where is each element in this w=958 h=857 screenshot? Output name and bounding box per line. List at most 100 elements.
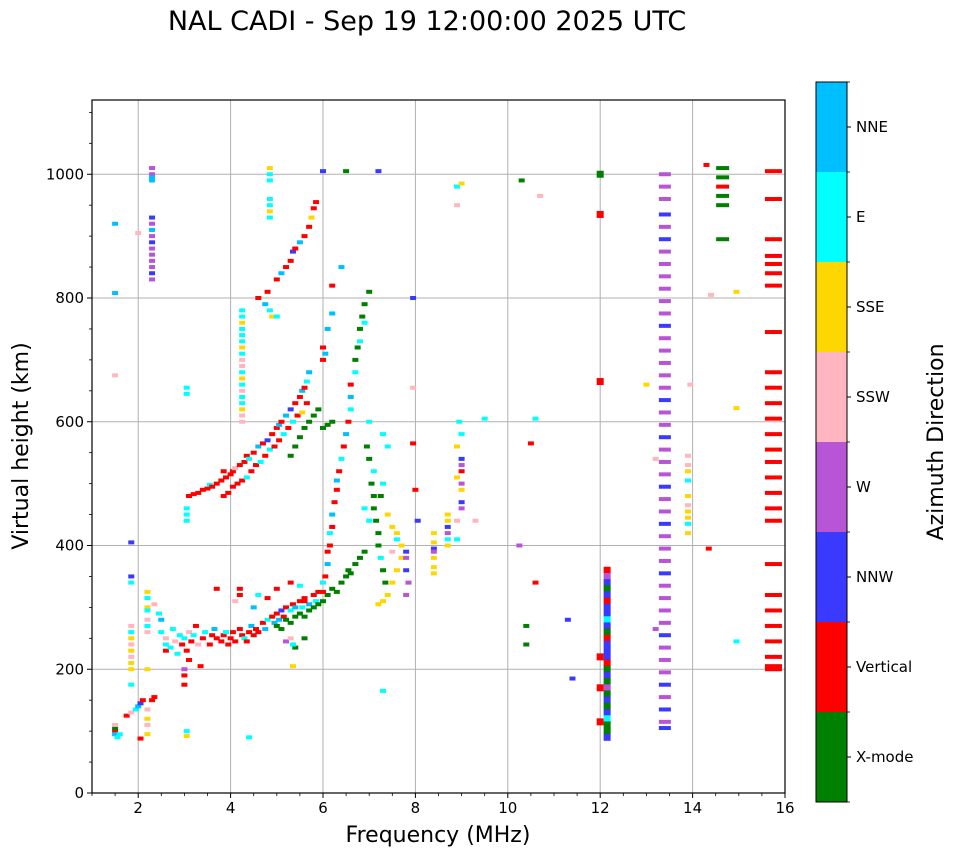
echo-point-x-mode (283, 617, 290, 622)
echo-point-vertical (340, 444, 347, 449)
echo-point-ssw (239, 388, 246, 393)
echo-point-w (458, 506, 465, 511)
echo-point-ssw (135, 231, 142, 236)
echo-point-nnw (287, 407, 294, 412)
echo-point-vertical (183, 648, 190, 653)
echo-point-w (658, 311, 671, 316)
echo-point-vertical (320, 357, 326, 362)
echo-point-vertical (283, 265, 290, 270)
echo-point-vertical (716, 184, 730, 189)
echo-point-x-mode (716, 175, 730, 180)
echo-point-w (444, 531, 451, 536)
echo-point-x-mode (352, 562, 359, 567)
echo-point-vertical (220, 494, 227, 498)
echo-point-vertical (278, 419, 285, 424)
echo-point-ssw (389, 549, 396, 554)
echo-point-e (183, 385, 190, 390)
echo-point-vertical (303, 401, 310, 406)
echo-point-vertical (222, 475, 229, 480)
echo-point-vertical (220, 469, 227, 474)
echo-point-e (239, 395, 246, 399)
echo-point-e (287, 608, 294, 613)
echo-point-vertical (764, 416, 782, 421)
echo-point-x-mode (375, 531, 382, 536)
echo-point-nnw (444, 524, 451, 529)
echo-point-x-mode (361, 549, 368, 554)
echo-point-e (183, 729, 190, 734)
echo-point-vertical (322, 574, 329, 579)
x-tick-label: 6 (318, 799, 328, 817)
echo-point-nne (329, 512, 336, 517)
echo-point-x-mode (338, 580, 345, 585)
echo-point-vertical (301, 385, 308, 390)
echo-point-vertical (209, 633, 216, 638)
echo-point-nnw (430, 546, 437, 551)
echo-point-sse (239, 376, 246, 381)
echo-point-e (246, 735, 253, 740)
echo-point-vertical (239, 633, 246, 638)
echo-point-sse (144, 589, 151, 594)
echo-point-e (366, 518, 373, 523)
echo-point-w (652, 627, 659, 632)
colorbar-label-nne: NNE (856, 118, 888, 136)
echo-point-sse (393, 568, 400, 573)
echo-point-vertical (255, 630, 262, 635)
echo-point-e (128, 580, 135, 585)
echo-point-sse (393, 531, 400, 536)
echo-point-x-mode (112, 726, 119, 731)
echo-point-vertical (149, 698, 156, 703)
echo-point-x-mode (310, 605, 317, 610)
echo-point-w (658, 596, 671, 601)
echo-point-e (289, 419, 296, 424)
echo-point-ssw (128, 623, 135, 628)
echo-point-vertical (139, 698, 146, 703)
echo-point-ssw (684, 463, 691, 468)
echo-point-vertical (137, 736, 144, 741)
echo-point-w (516, 543, 523, 548)
echo-point-w (658, 558, 671, 563)
echo-point-sse (239, 407, 246, 412)
echo-point-sse (384, 512, 391, 517)
echo-point-sse (398, 543, 405, 548)
echo-point-ssw (232, 466, 239, 471)
echo-point-e (158, 630, 165, 635)
echo-point-vertical (596, 684, 604, 692)
echo-point-nnw (603, 610, 611, 618)
echo-point-nne (112, 221, 119, 226)
echo-point-vertical (229, 484, 236, 489)
echo-point-x-mode (310, 413, 317, 418)
echo-point-sse (453, 475, 460, 480)
echo-point-sse (380, 599, 387, 604)
echo-point-ssw (239, 413, 246, 418)
echo-point-vertical (218, 639, 225, 644)
echo-point-w (149, 221, 156, 226)
colorbar-label-e: E (856, 208, 865, 226)
echo-point-vertical (225, 490, 232, 495)
echo-point-vertical (229, 469, 236, 474)
echo-point-nnw (658, 633, 671, 638)
colorbar-segment-w (816, 442, 847, 532)
echo-point-x-mode (603, 727, 611, 735)
echo-point-nne (278, 271, 285, 276)
echo-point-vertical (197, 664, 204, 669)
echo-point-vertical (764, 271, 782, 276)
echo-point-nnw (410, 296, 417, 300)
echo-point-vertical (292, 246, 299, 251)
echo-point-nnw (264, 438, 271, 443)
echo-point-x-mode (333, 589, 340, 594)
echo-point-e (239, 401, 246, 406)
echo-point-w (658, 670, 671, 675)
echo-point-w (149, 166, 156, 171)
echo-point-sse (398, 555, 405, 560)
echo-point-sse (430, 571, 437, 576)
echo-point-e (266, 308, 273, 313)
echo-point-vertical (764, 639, 782, 644)
echo-point-ssw (151, 602, 158, 607)
echo-point-vertical (234, 481, 241, 486)
echo-point-vertical (764, 401, 782, 406)
colorbar-segment-sse (816, 262, 847, 352)
echo-point-vertical (199, 487, 206, 492)
echo-point-vertical (285, 425, 292, 430)
echo-point-x-mode (320, 599, 326, 604)
echo-point-vertical (345, 419, 352, 424)
